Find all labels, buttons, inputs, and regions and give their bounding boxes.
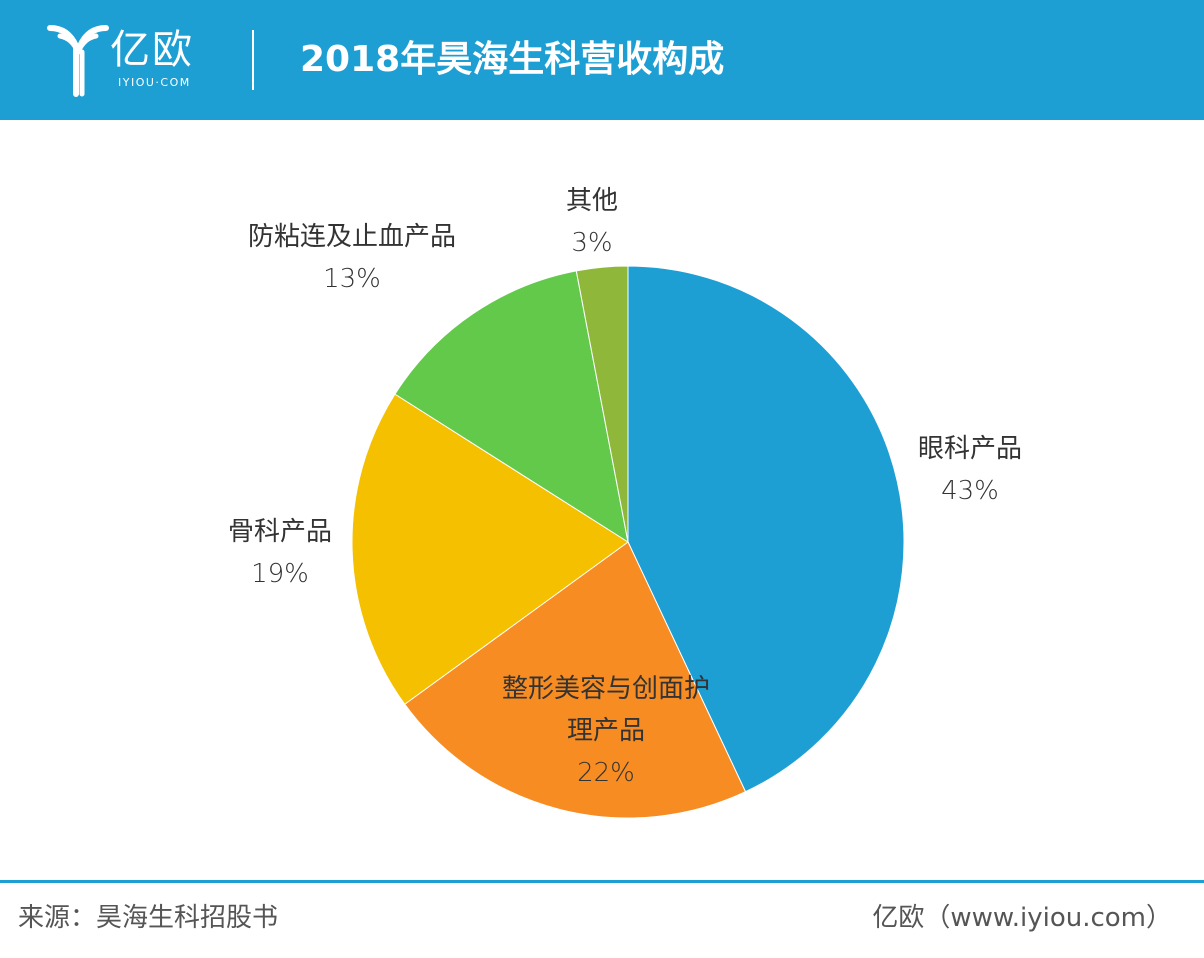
label-antiadhesion: 防粘连及止血产品 13%	[236, 216, 468, 300]
pie-slice-1	[404, 541, 747, 819]
label-cosmetic: 整形美容与创面护 理产品 22%	[492, 668, 720, 794]
logo-subtext: IYIOU·COM	[118, 76, 191, 89]
label-other: 其他 3%	[556, 180, 628, 264]
source-note: 来源：昊海生科招股书	[18, 903, 279, 933]
label-orthopedic-name: 骨科产品	[227, 517, 332, 547]
label-cosmetic-pct: 22%	[577, 758, 635, 788]
label-antiadhesion-name: 防粘连及止血产品	[247, 222, 456, 252]
label-orthopedic-pct: 19%	[251, 559, 309, 589]
page-title: 2018年昊海生科营收构成	[300, 39, 725, 80]
pie-chart	[351, 265, 905, 819]
pie-slice-4	[575, 265, 629, 543]
label-antiadhesion-pct: 13%	[323, 264, 381, 294]
label-other-pct: 3%	[571, 228, 613, 258]
label-cosmetic-name-line1: 整形美容与创面护	[501, 674, 710, 704]
label-ophthalmic-pct: 43%	[941, 476, 999, 506]
logo-text: 亿欧	[110, 27, 194, 73]
label-ophthalmic: 眼科产品 43%	[912, 428, 1028, 512]
logo-mark-icon	[47, 25, 109, 97]
label-ophthalmic-name: 眼科产品	[917, 434, 1022, 464]
pie-slice-2	[351, 393, 629, 705]
label-orthopedic: 骨科产品 19%	[222, 511, 338, 595]
footer-divider	[0, 880, 1204, 883]
pie-slice-0	[627, 265, 905, 793]
header-divider	[252, 30, 254, 90]
pie-slice-3	[394, 270, 629, 544]
label-other-name: 其他	[565, 186, 618, 216]
iyiou-logo: 亿欧 IYIOU·COM	[46, 22, 216, 98]
footer-brand: 亿欧（www.iyiou.com）	[872, 903, 1172, 933]
header-banner: 亿欧 IYIOU·COM 2018年昊海生科营收构成	[0, 0, 1204, 120]
label-cosmetic-name-line2: 理产品	[566, 716, 645, 746]
